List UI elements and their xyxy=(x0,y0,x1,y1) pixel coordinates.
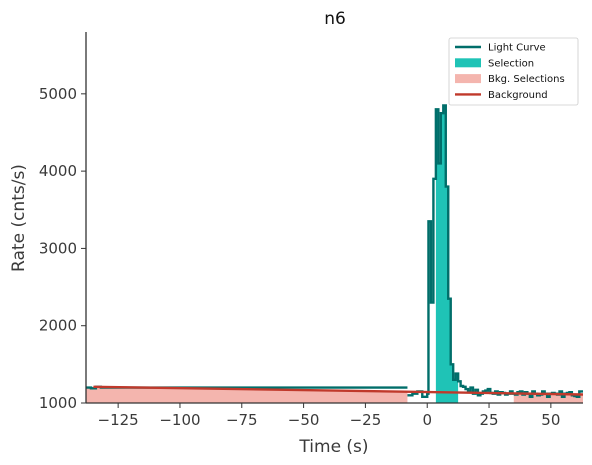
light-curve-segment-1 xyxy=(407,104,583,399)
y-tick-label-0: 1000 xyxy=(39,394,77,412)
y-tick-label-3: 4000 xyxy=(39,162,77,180)
y-tick-label-2: 3000 xyxy=(39,239,77,257)
y-ticks: 1000 2000 3000 4000 5000 xyxy=(39,85,86,412)
x-tick-label-7: 50 xyxy=(541,411,560,429)
x-tick-label-5: 0 xyxy=(422,411,432,429)
legend: Light Curve Selection Bkg. Selections Backg… xyxy=(448,37,579,106)
legend-label-2: Bkg. Selections xyxy=(488,74,565,85)
legend-label-3: Background xyxy=(488,90,548,101)
x-tick-label-2: −75 xyxy=(226,411,258,429)
y-axis-label: Rate (cnts/s) xyxy=(9,164,29,272)
series-layer xyxy=(86,104,584,399)
x-axis-label: Time (s) xyxy=(298,437,368,457)
x-ticks: −125 −100 −75 −50 −25 0 25 50 xyxy=(98,403,560,429)
chart-title: n6 xyxy=(324,9,346,29)
legend-swatch-2 xyxy=(455,74,481,84)
x-tick-label-3: −50 xyxy=(288,411,320,429)
legend-label-1: Selection xyxy=(488,58,534,69)
y-tick-label-1: 2000 xyxy=(39,317,77,335)
x-tick-label-1: −100 xyxy=(159,411,200,429)
selection-fill xyxy=(435,105,459,403)
selection-layer xyxy=(435,105,459,403)
legend-frame xyxy=(448,37,579,106)
x-tick-label-4: −25 xyxy=(350,411,382,429)
x-tick-label-6: 25 xyxy=(479,411,498,429)
legend-label-0: Light Curve xyxy=(488,43,546,54)
legend-swatch-1 xyxy=(455,58,481,68)
background-line xyxy=(93,385,584,396)
y-tick-label-4: 5000 xyxy=(39,85,77,103)
x-tick-label-0: −125 xyxy=(98,411,139,429)
